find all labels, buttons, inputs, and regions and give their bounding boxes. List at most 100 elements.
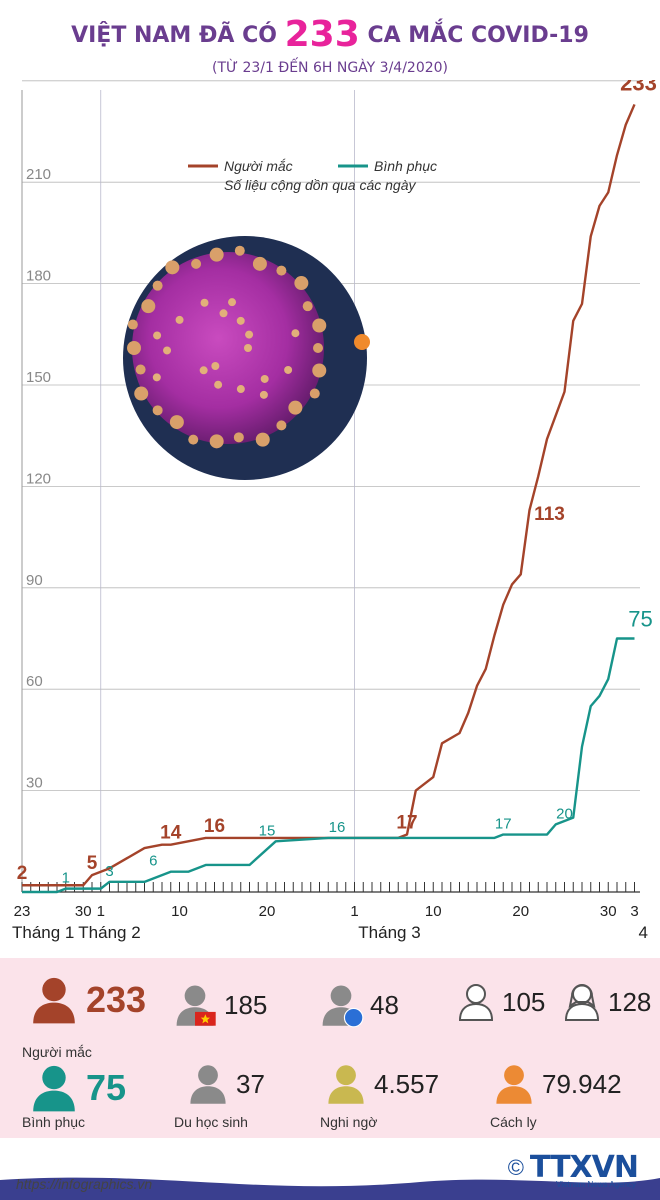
ttxvn-logo: © TTXVN Vietnam News Agency [508, 1150, 639, 1189]
virus-spike [252, 256, 267, 271]
y-tick-label: 60 [26, 673, 43, 690]
stat-students: 37 Du học sinh [174, 1062, 265, 1130]
virus-spike [312, 318, 327, 333]
y-tick-label: 30 [26, 775, 43, 792]
stat-quarantine: 79.942 Cách ly [490, 1062, 622, 1130]
virus-spike [255, 432, 270, 447]
virus-spike [284, 365, 293, 374]
data-label-infected: 233 [620, 80, 657, 95]
x-tick-label: 1 [350, 903, 358, 920]
stat-female: 128 [562, 982, 651, 1022]
virus-spike [302, 301, 313, 312]
data-label-infected: 14 [160, 823, 182, 844]
woman-icon [564, 984, 600, 1021]
virus-spike [152, 373, 161, 382]
legend-label-recovered: Bình phục [374, 158, 437, 174]
month-label: Tháng 3 [358, 923, 420, 942]
person-icon [33, 1065, 75, 1112]
x-tick-label: 23 [14, 903, 31, 920]
data-label-recovered: 75 [628, 607, 652, 632]
person-icon [496, 1065, 532, 1104]
virus-spike [127, 319, 138, 330]
footer-url[interactable]: https://infographics.vn [16, 1176, 153, 1192]
virus-spike [214, 380, 223, 389]
brand-tagline: Vietnam News Agency [556, 1180, 636, 1189]
y-tick-label: 240 [26, 80, 51, 82]
x-tick-label: 20 [512, 903, 529, 920]
stat-value: 4.557 [374, 1068, 440, 1099]
virus-spike [152, 280, 163, 291]
stat-male: 105 [456, 982, 545, 1022]
virus-spike [276, 420, 287, 431]
virus-spike [175, 315, 184, 324]
virus-spike [245, 330, 254, 339]
y-tick-label: 120 [26, 470, 51, 487]
virus-spike [141, 299, 156, 314]
stat-value: 105 [502, 986, 546, 1017]
virus-spike [288, 400, 303, 415]
legend: Người mắc Bình phục Số liệu cộng dồn qua… [188, 158, 437, 193]
virus-spike [169, 415, 184, 430]
virus-spike [259, 390, 268, 399]
title-prefix: VIỆT NAM ĐÃ CÓ [71, 23, 277, 48]
virus-spike [219, 309, 228, 318]
virus-spike [291, 329, 300, 338]
person-icon [190, 1065, 226, 1104]
legend-label-infected: Người mắc [224, 158, 293, 174]
virus-spike [244, 344, 252, 352]
x-tick-label: 30 [75, 903, 92, 920]
data-label-infected: 2 [17, 863, 28, 884]
data-label-infected: 113 [534, 504, 565, 525]
x-tick-label: 3 [630, 903, 638, 920]
person-icon [33, 977, 75, 1024]
data-label-infected: 16 [204, 816, 225, 837]
virus-spike [228, 298, 237, 307]
stat-label: Bình phục [22, 1114, 86, 1130]
virus-spike [188, 434, 199, 445]
virus-spike [234, 245, 245, 256]
month-label: Tháng 1 [12, 923, 74, 942]
stat-recovered: 75 Bình phục [22, 1062, 126, 1130]
y-tick-label: 90 [26, 572, 43, 589]
virus-spike [165, 260, 180, 275]
data-label-recovered: 6 [149, 853, 157, 870]
virus-illustration [123, 236, 370, 480]
virus-spike [135, 364, 146, 375]
data-label-infected: 5 [87, 853, 98, 874]
stat-value: 37 [236, 1068, 265, 1099]
x-tick-label: 30 [600, 903, 617, 920]
stat-suspected: 4.557 Nghi ngờ [320, 1062, 440, 1130]
y-tick-label: 150 [26, 369, 51, 386]
virus-spike [211, 361, 220, 370]
virus-spike [260, 374, 269, 383]
stat-domestic: 185 [172, 982, 267, 1028]
virus-spike [309, 388, 320, 399]
virus-spike [199, 366, 208, 375]
person-vietnam-flag-icon [176, 985, 216, 1026]
virus-spike [209, 247, 224, 262]
y-tick-label: 210 [26, 166, 51, 183]
person-icon [328, 1065, 364, 1104]
page-subtitle: (TỪ 23/1 ĐẾN 6H NGÀY 3/4/2020) [211, 60, 449, 76]
data-label-recovered: 20 [556, 805, 573, 822]
man-icon [458, 984, 494, 1021]
stat-imported: 48 [318, 982, 399, 1028]
data-label-recovered: 1 [62, 870, 70, 887]
virus-spike [313, 343, 323, 353]
data-label-recovered: 3 [105, 863, 113, 880]
stats-panel: 233 Người mắc 185 48 105 128 75 Bình phục 37 Du h… [0, 958, 660, 1138]
person-globe-icon [322, 985, 364, 1028]
virus-spike [152, 405, 163, 416]
virus-spike [276, 265, 287, 276]
data-label-recovered: 15 [259, 822, 276, 839]
virus-spike [312, 363, 327, 378]
data-label-recovered: 17 [495, 816, 512, 833]
title-number: 233 [284, 14, 360, 55]
stat-value: 185 [224, 989, 268, 1020]
virus-spike [233, 432, 244, 443]
virus-spike [209, 434, 224, 449]
month-label: 4 [639, 923, 648, 942]
virus-spike [127, 341, 141, 355]
stat-value: 79.942 [542, 1068, 622, 1099]
virus-spike [236, 385, 245, 394]
